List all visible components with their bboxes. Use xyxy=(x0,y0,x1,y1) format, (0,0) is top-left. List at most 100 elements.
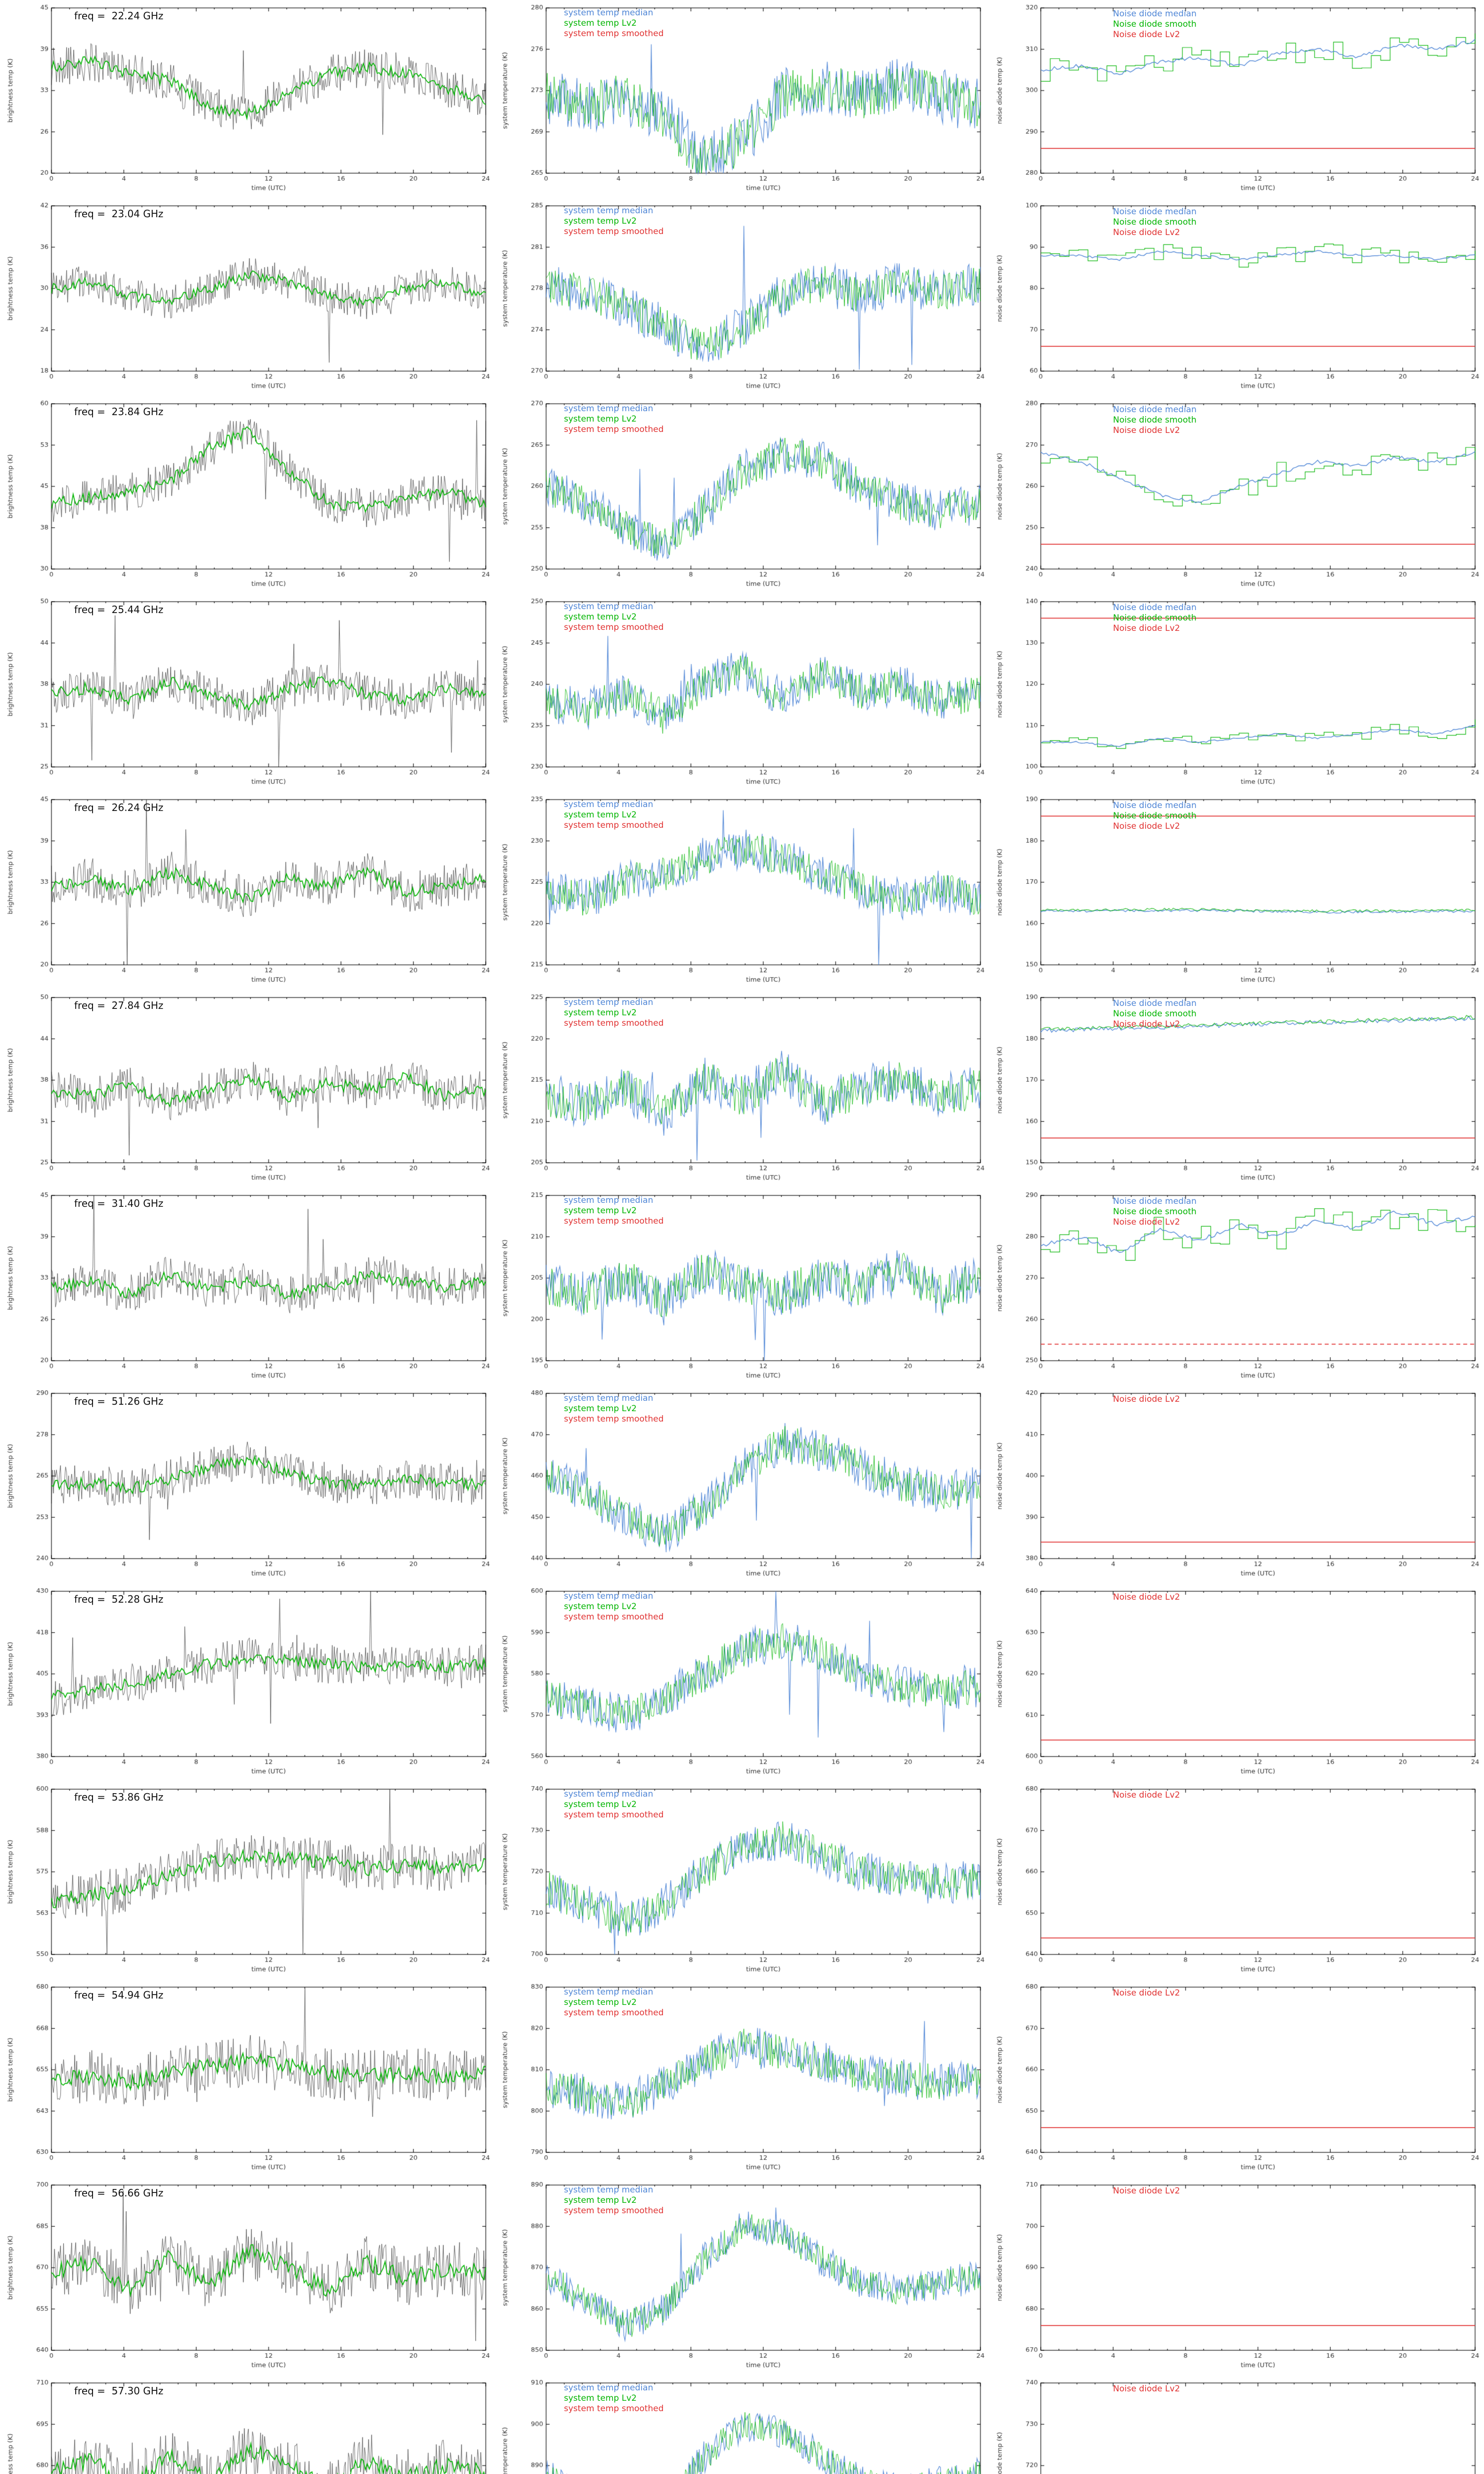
legend-item: Noise diode median xyxy=(1113,9,1197,19)
legend-item: system temp Lv2 xyxy=(564,216,637,226)
legend-item: system temp median xyxy=(564,1987,653,1997)
legend-item: system temp Lv2 xyxy=(564,810,637,820)
channel-row: freq = 23.04 GHz system temp median syste… xyxy=(0,198,1484,396)
channel-row: freq = 22.24 GHz system temp median syste… xyxy=(0,0,1484,198)
panel-noise-diode: Noise diode median Noise diode smooth Nois… xyxy=(989,0,1484,198)
legend-item: system temp smoothed xyxy=(564,29,664,39)
legend-item: Noise diode median xyxy=(1113,405,1197,415)
system-temp-canvas xyxy=(497,1783,987,1977)
panel-system-temp: system temp median system temp Lv2 system … xyxy=(495,198,989,396)
panel-brightness-temp: freq = 26.24 GHz xyxy=(0,792,495,990)
legend-item: Noise diode smooth xyxy=(1113,217,1197,227)
noise-diode-canvas xyxy=(991,992,1482,1186)
noise-diode-legend: Noise diode median Noise diode smooth Nois… xyxy=(1113,801,1197,832)
brightness-temp-canvas xyxy=(2,992,493,1186)
system-temp-legend: system temp median system temp Lv2 system … xyxy=(564,1393,664,1425)
panel-noise-diode: Noise diode median Noise diode smooth Nois… xyxy=(989,792,1484,990)
legend-item: system temp Lv2 xyxy=(564,1800,637,1809)
legend-item: Noise diode Lv2 xyxy=(1113,821,1180,831)
panel-brightness-temp: freq = 27.84 GHz xyxy=(0,990,495,1188)
system-temp-legend: system temp median system temp Lv2 system … xyxy=(564,1987,664,2018)
legend-item: system temp smoothed xyxy=(564,2008,664,2018)
brightness-temp-canvas xyxy=(2,2377,493,2474)
legend-item: Noise diode median xyxy=(1113,603,1197,613)
legend-item: system temp smoothed xyxy=(564,425,664,434)
legend-item: Noise diode smooth xyxy=(1113,1009,1197,1019)
freq-label: freq = 23.84 GHz xyxy=(74,406,164,418)
freq-label: freq = 23.04 GHz xyxy=(74,208,164,220)
freq-label: freq = 25.44 GHz xyxy=(74,604,164,616)
noise-diode-legend: Noise diode median Noise diode smooth Nois… xyxy=(1113,405,1197,436)
system-temp-canvas xyxy=(497,1981,987,2175)
freq-label: freq = 22.24 GHz xyxy=(74,10,164,22)
legend-item: system temp median xyxy=(564,1789,653,1799)
panel-brightness-temp: freq = 23.84 GHz xyxy=(0,396,495,594)
freq-label: freq = 52.28 GHz xyxy=(74,1593,164,1605)
panel-brightness-temp: freq = 51.26 GHz xyxy=(0,1385,495,1583)
freq-label: freq = 51.26 GHz xyxy=(74,1395,164,1407)
legend-item: system temp smoothed xyxy=(564,1612,664,1622)
freq-label: freq = 54.94 GHz xyxy=(74,1989,164,2001)
panel-noise-diode: Noise diode Lv2 xyxy=(989,1781,1484,1979)
legend-item: system temp Lv2 xyxy=(564,1602,637,1612)
freq-label: freq = 56.66 GHz xyxy=(74,2187,164,2199)
legend-item: system temp median xyxy=(564,206,653,216)
legend-item: system temp Lv2 xyxy=(564,1008,637,1018)
legend-item: Noise diode Lv2 xyxy=(1113,1988,1180,1998)
system-temp-canvas xyxy=(497,1189,987,1383)
legend-item: Noise diode Lv2 xyxy=(1113,2384,1180,2394)
panel-system-temp: system temp median system temp Lv2 system … xyxy=(495,990,989,1188)
system-temp-canvas xyxy=(497,398,987,592)
freq-label: freq = 31.40 GHz xyxy=(74,1197,164,1209)
panel-system-temp: system temp median system temp Lv2 system … xyxy=(495,594,989,792)
legend-item: system temp median xyxy=(564,2383,653,2393)
panel-noise-diode: Noise diode Lv2 xyxy=(989,2177,1484,2375)
panel-system-temp: system temp median system temp Lv2 system … xyxy=(495,1385,989,1583)
panel-system-temp: system temp median system temp Lv2 system … xyxy=(495,2375,989,2474)
legend-item: system temp smoothed xyxy=(564,1810,664,1820)
panel-noise-diode: Noise diode median Noise diode smooth Nois… xyxy=(989,198,1484,396)
channel-row: freq = 23.84 GHz system temp median syste… xyxy=(0,396,1484,594)
channel-row: freq = 54.94 GHz system temp median syste… xyxy=(0,1979,1484,2177)
noise-diode-legend: Noise diode median Noise diode smooth Nois… xyxy=(1113,603,1197,634)
legend-item: Noise diode smooth xyxy=(1113,811,1197,821)
legend-item: system temp Lv2 xyxy=(564,1206,637,1216)
noise-diode-legend: Noise diode Lv2 xyxy=(1113,1592,1180,1603)
legend-item: system temp smoothed xyxy=(564,1216,664,1226)
system-temp-canvas xyxy=(497,992,987,1186)
system-temp-canvas xyxy=(497,2179,987,2373)
legend-item: Noise diode Lv2 xyxy=(1113,1592,1180,1602)
noise-diode-canvas xyxy=(991,200,1482,394)
legend-item: system temp smoothed xyxy=(564,622,664,632)
channel-row: freq = 31.40 GHz system temp median syste… xyxy=(0,1188,1484,1385)
panel-brightness-temp: freq = 57.30 GHz xyxy=(0,2375,495,2474)
legend-item: Noise diode Lv2 xyxy=(1113,228,1180,238)
system-temp-canvas xyxy=(497,596,987,790)
legend-item: Noise diode Lv2 xyxy=(1113,623,1180,633)
channel-row: freq = 51.26 GHz system temp median syste… xyxy=(0,1385,1484,1583)
noise-diode-legend: Noise diode Lv2 xyxy=(1113,2384,1180,2394)
system-temp-legend: system temp median system temp Lv2 system … xyxy=(564,2185,664,2216)
noise-diode-canvas xyxy=(991,2377,1482,2474)
brightness-temp-canvas xyxy=(2,1387,493,1581)
brightness-temp-canvas xyxy=(2,1981,493,2175)
panel-noise-diode: Noise diode Lv2 xyxy=(989,1583,1484,1781)
legend-item: Noise diode smooth xyxy=(1113,1207,1197,1217)
channel-row: freq = 26.24 GHz system temp median syste… xyxy=(0,792,1484,990)
system-temp-canvas xyxy=(497,2377,987,2474)
legend-item: Noise diode Lv2 xyxy=(1113,30,1180,40)
legend-item: system temp median xyxy=(564,1195,653,1205)
panel-system-temp: system temp median system temp Lv2 system … xyxy=(495,792,989,990)
system-temp-legend: system temp median system temp Lv2 system … xyxy=(564,602,664,633)
legend-item: system temp median xyxy=(564,1393,653,1403)
legend-item: system temp median xyxy=(564,2185,653,2195)
channel-row: freq = 27.84 GHz system temp median syste… xyxy=(0,990,1484,1188)
legend-item: system temp smoothed xyxy=(564,820,664,830)
freq-label: freq = 57.30 GHz xyxy=(74,2385,164,2397)
panel-noise-diode: Noise diode median Noise diode smooth Nois… xyxy=(989,1188,1484,1385)
system-temp-legend: system temp median system temp Lv2 system … xyxy=(564,1195,664,1227)
legend-item: system temp median xyxy=(564,998,653,1007)
system-temp-canvas xyxy=(497,1387,987,1581)
panel-brightness-temp: freq = 23.04 GHz xyxy=(0,198,495,396)
